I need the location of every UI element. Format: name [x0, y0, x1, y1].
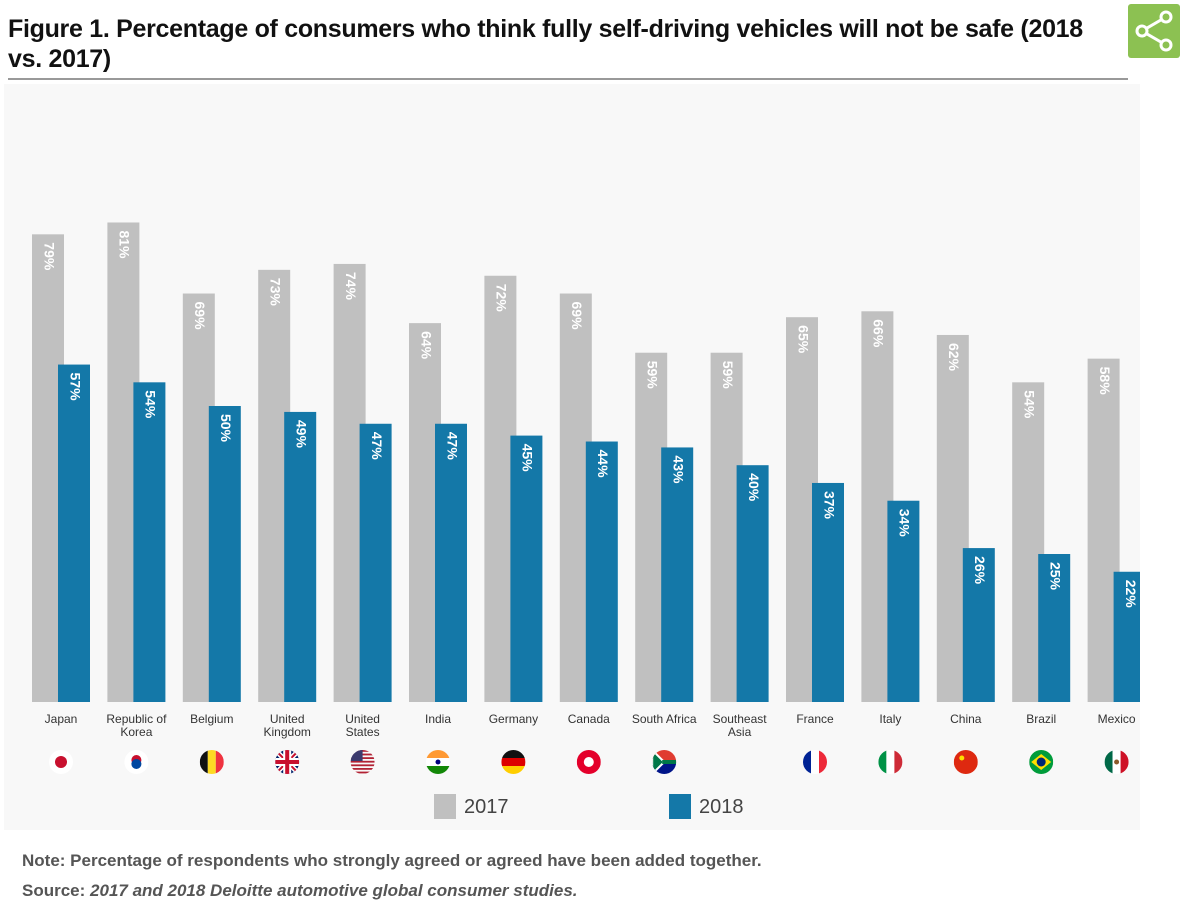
bar-2018-south-africa	[661, 447, 694, 702]
data-label: 40%	[746, 473, 762, 502]
flag-in-icon	[426, 750, 450, 774]
source-text: 2017 and 2018 Deloitte automotive global…	[90, 881, 578, 900]
legend-label-2017: 2017	[464, 796, 509, 818]
data-label: 58%	[1097, 367, 1113, 396]
category-label: Kingdom	[264, 725, 311, 739]
data-label: 25%	[1047, 562, 1063, 591]
data-label: 34%	[897, 509, 913, 538]
bar-2018-canada	[585, 441, 618, 702]
data-label: 59%	[644, 361, 660, 390]
chart-title: Figure 1. Percentage of consumers who th…	[8, 15, 1083, 73]
bar-2018-belgium	[208, 406, 241, 702]
data-label: 45%	[520, 444, 536, 473]
category-label: Korea	[120, 725, 152, 739]
flag-br-icon	[1029, 750, 1054, 774]
bar-2018-france	[812, 482, 844, 702]
data-label: 47%	[444, 432, 460, 461]
category-label: India	[425, 712, 451, 726]
bar-2018-brazil	[1038, 554, 1071, 702]
data-label: 44%	[595, 450, 611, 479]
data-label: 65%	[795, 325, 811, 354]
data-label: 47%	[369, 432, 385, 461]
data-label: 54%	[143, 390, 159, 419]
note: Note: Percentage of respondents who stro…	[22, 851, 762, 870]
legend-swatch-2018	[669, 794, 691, 819]
legend-label-2018: 2018	[699, 796, 744, 818]
category-label: Southeast	[713, 712, 768, 726]
flag-kr-icon	[124, 750, 149, 774]
data-label: 64%	[418, 331, 434, 360]
flag-us-icon	[350, 750, 375, 774]
category-label: Republic of	[106, 712, 167, 726]
legend-swatch-2017	[434, 794, 456, 819]
data-label: 37%	[821, 491, 837, 520]
data-label: 26%	[972, 556, 988, 585]
flag-de-icon	[501, 750, 526, 774]
source: Source: 2017 and 2018 Deloitte automotiv…	[22, 881, 578, 901]
data-label: 62%	[946, 343, 962, 372]
bar-2018-united-states	[359, 423, 392, 702]
bar-2018-republic-of-korea	[133, 382, 166, 702]
category-label: Brazil	[1026, 712, 1056, 726]
data-label: 57%	[67, 373, 83, 402]
data-label: 43%	[670, 455, 686, 484]
bar-2018-southeast-asia	[736, 465, 769, 702]
flag-cn-icon	[953, 750, 978, 774]
category-label: South Africa	[632, 712, 697, 726]
plot-area: 79% 57% Japan 81% 54% Republic of Korea 69% 50% B…	[4, 84, 1140, 830]
category-label: Italy	[879, 712, 901, 726]
data-label: 73%	[267, 278, 283, 307]
data-label: 79%	[41, 242, 57, 271]
category-label: States	[346, 725, 380, 739]
data-label: 69%	[192, 302, 208, 331]
bar-2018-mexico	[1113, 571, 1140, 702]
data-label: 81%	[117, 230, 133, 259]
title-divider	[8, 78, 1128, 80]
category-label: Germany	[489, 712, 538, 726]
category-label: United	[345, 712, 380, 726]
category-label: United	[270, 712, 305, 726]
data-label: 72%	[494, 284, 510, 313]
data-label: 22%	[1123, 580, 1139, 609]
category-label: Japan	[45, 712, 78, 726]
data-label: 54%	[1021, 390, 1037, 419]
bar-2018-china	[962, 548, 995, 702]
flag-ca-icon	[576, 750, 601, 774]
data-label: 69%	[569, 302, 585, 331]
category-label: Belgium	[190, 712, 233, 726]
data-label: 66%	[871, 319, 887, 348]
category-label: Mexico	[1098, 712, 1136, 726]
data-label: 50%	[218, 414, 234, 443]
bar-2018-germany	[510, 435, 543, 702]
share-icon	[1135, 10, 1173, 52]
category-label: Canada	[568, 712, 610, 726]
bar-2018-india	[435, 423, 467, 702]
data-label: 59%	[720, 361, 736, 390]
category-label: Asia	[728, 725, 752, 739]
bar-2018-italy	[887, 500, 920, 702]
bar-2018-united-kingdom	[284, 411, 317, 702]
bar-2018-japan	[58, 364, 90, 702]
data-label: 74%	[343, 272, 359, 301]
category-label: China	[950, 712, 982, 726]
flag-be-icon	[199, 750, 224, 774]
share-button[interactable]	[1128, 4, 1180, 58]
flag-fr-icon	[803, 750, 827, 774]
source-label: Source:	[22, 881, 86, 900]
flag-za-icon	[652, 750, 677, 774]
flag-gb-icon	[275, 750, 300, 774]
category-label: France	[796, 712, 834, 726]
data-label: 49%	[293, 420, 309, 449]
flag-it-icon	[878, 750, 903, 774]
flag-mx-icon	[1104, 750, 1129, 774]
flag-jp-icon	[49, 750, 73, 774]
